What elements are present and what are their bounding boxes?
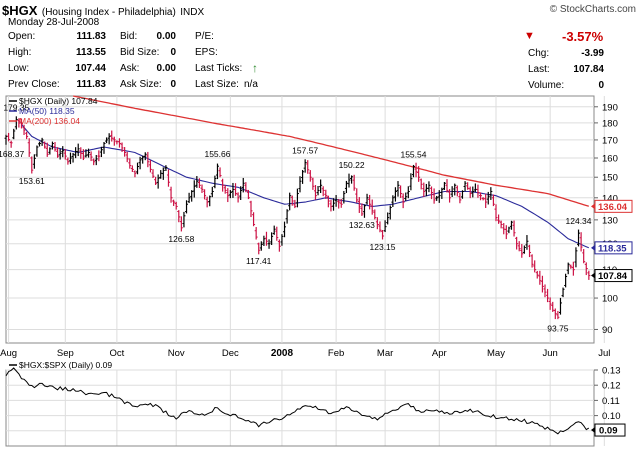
last-tag-label-1: 118.35 bbox=[598, 243, 627, 254]
quote-left-value-3: 111.83 bbox=[76, 79, 106, 90]
price-annotation-7: 150.22 bbox=[339, 160, 365, 170]
chg-value: -3.99 bbox=[581, 48, 604, 59]
x-axis-label-4: Dec bbox=[222, 348, 239, 359]
quote-mid-label-0: Bid: bbox=[120, 31, 138, 42]
ratio-legend-entry: $HGX:$SPX (Daily) 0.09 bbox=[19, 360, 112, 370]
ma200-line bbox=[72, 95, 589, 207]
price-ytick-label-10: 190 bbox=[602, 102, 618, 113]
price-ytick-label-8: 170 bbox=[602, 135, 618, 146]
price-annotation-10: 155.54 bbox=[400, 149, 426, 159]
quote-left-value-1: 113.55 bbox=[75, 47, 106, 58]
price-ytick-label-6: 150 bbox=[602, 173, 618, 184]
price-ytick-label-9: 180 bbox=[602, 118, 618, 129]
down-arrow-icon: ▼ bbox=[524, 30, 535, 42]
quote-mid-label-2: Ask: bbox=[120, 63, 140, 74]
exchange-label: INDX bbox=[180, 7, 205, 18]
quote-right-value-3: n/a bbox=[244, 79, 258, 90]
price-annotation-6: 157.57 bbox=[292, 146, 318, 156]
quote-left-label-3: Prev Close: bbox=[8, 79, 60, 90]
ratio-ytick-label-4: 0.13 bbox=[602, 366, 621, 377]
quote-right-label-2: Last Ticks: bbox=[195, 63, 243, 74]
last-value: 107.84 bbox=[573, 64, 604, 75]
price-annotation-2: 153.61 bbox=[19, 176, 45, 186]
price-annotation-5: 117.41 bbox=[246, 256, 272, 266]
x-axis-label-5: 2008 bbox=[271, 348, 294, 359]
last-tick-up-arrow-icon: ↑ bbox=[252, 61, 258, 75]
ratio-panel-frame bbox=[5, 369, 595, 447]
last-tag-label-2: 107.84 bbox=[598, 271, 628, 282]
price-bars bbox=[4, 116, 591, 320]
price-annotation-4: 155.66 bbox=[204, 149, 230, 159]
price-ytick-label-1: 100 bbox=[602, 294, 618, 305]
quote-left-label-2: Low: bbox=[8, 63, 30, 74]
quote-mid-value-0: 0.00 bbox=[156, 31, 176, 42]
x-axis-label-1: Sep bbox=[57, 348, 74, 359]
ratio-last-tag-label: 0.09 bbox=[599, 426, 618, 437]
price-annotation-12: 124.34 bbox=[566, 216, 592, 226]
price-annotation-11: 93.75 bbox=[547, 323, 569, 333]
x-axis-label-10: Jun bbox=[542, 348, 557, 359]
price-ytick-label-5: 140 bbox=[602, 193, 618, 204]
x-axis-label-9: May bbox=[487, 348, 505, 359]
legend-entry-0: $HGX (Daily) 107.84 bbox=[19, 96, 98, 106]
quote-right-label-0: P/E: bbox=[195, 31, 214, 42]
quote-mid-value-3: 0 bbox=[170, 79, 176, 90]
last-tag-pointer-2 bbox=[591, 272, 595, 279]
change-percent: -3.57% bbox=[562, 29, 604, 44]
last-label: Last: bbox=[528, 64, 550, 75]
price-ytick-label-4: 130 bbox=[602, 215, 618, 226]
chg-label: Chg: bbox=[528, 48, 550, 59]
price-annotation-8: 132.63 bbox=[349, 220, 375, 230]
watermark[interactable]: © StockCharts.com bbox=[549, 4, 636, 15]
ratio-line bbox=[5, 367, 590, 435]
quote-left-label-0: Open: bbox=[8, 31, 36, 42]
x-axis-label-3: Nov bbox=[168, 348, 185, 359]
x-axis-label-2: Oct bbox=[110, 348, 125, 359]
ticker-symbol[interactable]: $HGX bbox=[2, 3, 38, 18]
quote-date: Monday 28-Jul-2008 bbox=[8, 17, 100, 28]
quote-mid-value-1: 0 bbox=[170, 47, 176, 58]
ma50-line bbox=[21, 124, 590, 249]
volume-label: Volume: bbox=[528, 80, 565, 91]
quote-mid-label-1: Bid Size: bbox=[120, 47, 160, 58]
legend-entry-2: MA(200) 136.04 bbox=[19, 116, 80, 126]
ratio-last-tag-pointer bbox=[591, 427, 595, 434]
quote-left-value-0: 111.83 bbox=[76, 31, 106, 42]
ratio-ytick-label-2: 0.11 bbox=[602, 396, 620, 407]
ratio-ytick-label-1: 0.10 bbox=[602, 411, 621, 422]
x-axis-label-8: Apr bbox=[432, 348, 447, 359]
quote-left-label-1: High: bbox=[8, 47, 32, 58]
x-axis-label-11: Jul bbox=[598, 348, 610, 359]
quote-right-label-3: Last Size: bbox=[195, 79, 239, 90]
price-ytick-label-0: 90 bbox=[602, 325, 613, 336]
quote-right-label-1: EPS: bbox=[195, 47, 218, 58]
price-annotation-0: 168.37 bbox=[0, 149, 24, 159]
x-axis-label-7: Mar bbox=[377, 348, 393, 359]
legend-entry-1: MA(50) 118.35 bbox=[19, 106, 75, 116]
quote-mid-value-2: 0.00 bbox=[156, 63, 176, 74]
quote-mid-label-3: Ask Size: bbox=[120, 79, 162, 90]
last-tag-label-0: 136.04 bbox=[598, 202, 628, 213]
last-tag-pointer-1 bbox=[591, 244, 595, 251]
title-line: $HGX (Housing Index - Philadelphia) INDX bbox=[2, 2, 204, 20]
price-annotation-9: 123.15 bbox=[370, 242, 396, 252]
x-axis-label-0: Aug bbox=[0, 348, 17, 359]
volume-value: 0 bbox=[598, 80, 604, 91]
index-name: (Housing Index - Philadelphia) bbox=[41, 7, 176, 18]
ratio-ytick-label-3: 0.12 bbox=[602, 381, 621, 392]
price-annotation-1: 179.35 bbox=[3, 103, 29, 113]
price-annotation-3: 126.58 bbox=[168, 234, 194, 244]
price-ytick-label-7: 160 bbox=[602, 153, 618, 164]
last-tag-pointer-0 bbox=[591, 203, 595, 210]
quote-left-value-2: 107.44 bbox=[75, 63, 106, 74]
x-axis-label-6: Feb bbox=[328, 348, 344, 359]
